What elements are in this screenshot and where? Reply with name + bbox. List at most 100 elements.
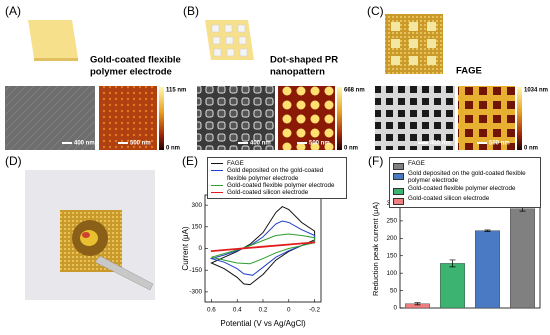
caption: Dot-shaped PR — [270, 55, 338, 66]
caption: FAGE — [456, 66, 482, 77]
x-tick-label: 0 — [287, 307, 291, 314]
colorbar — [517, 87, 522, 150]
panel-label: (B) — [183, 4, 199, 18]
legend-label: Gold deposited on the gold-coated flexib… — [227, 167, 324, 182]
plot-frame — [204, 194, 322, 303]
illustration — [205, 20, 254, 60]
panel-label: (E) — [182, 154, 198, 168]
y-tick-label: 0 — [393, 305, 397, 312]
legend-swatch — [393, 197, 404, 205]
y-tick-label: 100 — [386, 270, 397, 277]
illustration — [28, 20, 78, 58]
x-tick-label: -0.2 — [309, 307, 320, 314]
scale-label: 400 nm — [430, 141, 451, 147]
caption: Gold-coated flexible — [90, 55, 181, 66]
illustration — [34, 58, 78, 61]
scale-bar — [297, 142, 307, 144]
x-axis-label: Potential (V vs Ag/AgCl) — [220, 319, 306, 328]
cv-curve — [210, 206, 316, 286]
panel-label: (D) — [5, 154, 22, 168]
x-tick-label: 0.2 — [259, 307, 268, 314]
y-tick-label: 150 — [191, 223, 202, 230]
legend-swatch — [393, 173, 404, 180]
legend: FAGE Gold deposited on the gold-coated fl… — [389, 157, 541, 208]
error-bar — [414, 302, 421, 306]
illustration — [385, 14, 443, 74]
colorbar-label: 115 nm — [166, 88, 186, 94]
error-bar — [449, 259, 456, 268]
legend-label: FAGE — [227, 160, 244, 167]
cv-curve — [209, 220, 316, 276]
colorbar-label: 1034 nm — [524, 88, 548, 94]
legend-label: FAGE — [408, 160, 425, 167]
colorbar — [337, 87, 342, 150]
caption: nanopattern — [270, 67, 325, 78]
legend-label: Gold-coated silicon electrode — [227, 189, 309, 197]
scale-label: 500 nm — [309, 141, 330, 147]
afm-image — [99, 86, 157, 150]
scale-bar — [477, 142, 487, 144]
afm-image — [458, 86, 515, 150]
legend-swatch — [211, 184, 223, 186]
bar — [510, 208, 535, 309]
legend-entry: Gold-coated flexible polymer electrode — [393, 185, 537, 195]
y-axis-label: Reduction peak current (μA) — [371, 202, 380, 296]
legend-entry: Gold deposited on the gold-coated flexib… — [393, 170, 537, 185]
legend: FAGE Gold deposited on the gold-coated fl… — [207, 157, 347, 200]
legend-label: Gold-coated silicon electrode — [408, 194, 490, 202]
y-tick-label: -150 — [189, 267, 202, 274]
scale-label: 500 nm — [489, 141, 510, 147]
y-axis-label: Current (μA) — [181, 226, 190, 271]
colorbar-label: 0 nm — [344, 146, 358, 152]
colorbar-label: 0 nm — [166, 146, 180, 152]
cv-curve — [211, 233, 316, 265]
scale-bar — [418, 142, 428, 144]
scale-bar — [62, 142, 72, 144]
sem-image — [375, 86, 455, 150]
y-tick-label: 200 — [386, 235, 397, 242]
legend-swatch — [211, 170, 223, 172]
panel-label: (A) — [5, 4, 21, 18]
legend-entry: Gold deposited on the gold-coated flexib… — [211, 167, 343, 182]
scale-label: 500 nm — [130, 141, 151, 147]
legend-swatch — [393, 187, 404, 195]
scale-label: 400 nm — [250, 141, 271, 147]
legend-entry: Gold-coated silicon electrode — [393, 195, 537, 205]
cv-curve — [210, 241, 316, 252]
error-bar — [484, 229, 491, 232]
scale-bar — [238, 142, 248, 144]
scale-label: 400 nm — [74, 141, 95, 147]
bar — [440, 263, 465, 309]
legend-label: Gold-coated flexible polymer electrode — [227, 181, 335, 189]
legend-swatch — [211, 192, 223, 194]
colorbar — [159, 87, 164, 150]
sem-image — [197, 86, 275, 150]
afm-image — [278, 86, 335, 150]
legend-entry: Gold-coated silicon electrode — [211, 189, 343, 196]
y-tick-label: 0 — [198, 245, 202, 252]
bar — [475, 230, 500, 309]
y-tick-label: 150 — [386, 252, 397, 259]
legend-swatch — [393, 163, 404, 170]
x-tick-label: 0.6 — [207, 307, 216, 314]
colorbar-label: 668 nm — [344, 88, 365, 94]
sem-image — [5, 86, 95, 150]
legend-entry: FAGE — [211, 160, 343, 167]
x-tick-label: 0.4 — [233, 307, 242, 314]
scale-bar — [118, 142, 128, 144]
photo — [25, 170, 155, 300]
legend-label: Gold-coated flexible polymer electrode — [408, 184, 516, 192]
colorbar-label: 0 nm — [524, 146, 538, 152]
legend-label: Gold deposited on the gold-coated flexib… — [408, 170, 526, 185]
y-tick-label: -300 — [189, 289, 202, 296]
panel-label: (C) — [367, 4, 384, 18]
panel-label: (F) — [368, 154, 383, 168]
y-tick-label: 250 — [386, 218, 397, 225]
y-tick-label: 300 — [191, 202, 202, 209]
y-tick-label: 50 — [390, 287, 398, 294]
legend-swatch — [211, 163, 223, 164]
legend-entry: Gold-coated flexible polymer electrode — [211, 182, 343, 189]
caption: polymer electrode — [90, 67, 172, 78]
